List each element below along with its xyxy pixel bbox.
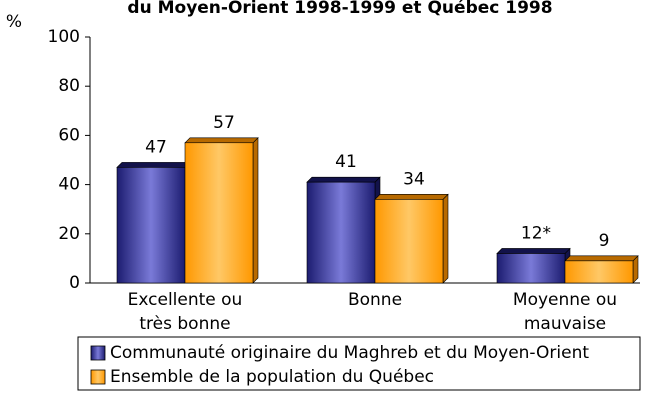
bar [116, 167, 186, 284]
bar [374, 199, 444, 284]
chart-title: du Moyen-Orient 1998-1999 et Québec 1998 [127, 0, 552, 18]
bar [184, 142, 254, 284]
y-tick-label: 0 [69, 273, 80, 293]
legend-swatch [90, 369, 106, 385]
bar-side [252, 137, 259, 284]
x-tick-label: Bonne [347, 290, 403, 310]
value-label: 41 [335, 152, 357, 172]
bar-top [564, 255, 639, 262]
bar [496, 253, 566, 284]
bar-top [496, 248, 571, 254]
bar [564, 260, 634, 284]
bar-top [374, 194, 449, 200]
y-tick-label: 40 [58, 175, 80, 195]
bar-top [306, 176, 381, 183]
x-tick-label: Excellente ou très bonne [127, 290, 243, 334]
legend-label: Communauté originaire du Maghreb et du M… [110, 343, 589, 363]
y-tick-label: 80 [58, 76, 80, 96]
legend-label: Ensemble de la population du Québec [110, 367, 434, 387]
y-axis-label: % [6, 12, 22, 32]
value-label: 57 [213, 113, 235, 133]
value-label: 47 [145, 137, 167, 157]
legend-swatch [90, 345, 106, 361]
x-tick-label: Moyenne ou mauvaise [512, 290, 618, 334]
bar-side [442, 193, 449, 284]
value-label: 9 [599, 231, 610, 251]
bar-top [116, 162, 191, 168]
y-tick-label: 20 [58, 224, 80, 244]
value-label: 12* [521, 223, 551, 243]
y-tick-label: 100 [48, 27, 80, 47]
bar-top [184, 137, 259, 144]
bar [306, 181, 376, 284]
y-tick-label: 60 [58, 125, 80, 145]
legend-box [77, 336, 641, 391]
value-label: 34 [403, 169, 425, 189]
